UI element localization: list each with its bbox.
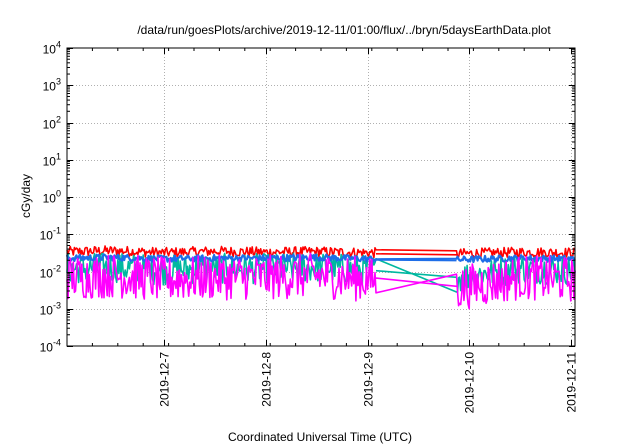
y-tick-label: 104	[43, 40, 61, 57]
x-tick-label: 2019-12-10	[463, 352, 477, 414]
y-tick-label: 10-3	[40, 301, 61, 318]
y-tick-label: 10-2	[40, 264, 61, 281]
x-axis-label: Coordinated Universal Time (UTC)	[228, 430, 412, 444]
y-ticks: 104 103 102 101 100 10-1 10-2 10-3 10-4	[40, 40, 575, 355]
y-tick-label: 10-1	[40, 226, 61, 243]
y-tick-label: 102	[43, 115, 61, 132]
chart-title: /data/run/goesPlots/archive/2019-12-11/0…	[137, 23, 551, 37]
y-tick-label: 100	[43, 189, 61, 206]
plot-frame	[66, 47, 576, 347]
x-tick-label: 2019-12-7	[158, 352, 172, 407]
x-tick-label: 2019-12-11	[565, 352, 579, 413]
y-axis-label: cGy/day	[19, 174, 33, 218]
y-tick-label: 10-4	[40, 338, 61, 355]
x-tick-label: 2019-12-9	[362, 352, 376, 407]
y-tick-label: 103	[43, 77, 61, 94]
x-ticks: 2019-12-7 2019-12-8 2019-12-9 2019-12-10 201…	[66, 48, 579, 414]
series-line-1	[66, 245, 576, 260]
series-layer	[65, 245, 576, 310]
y-tick-label: 101	[43, 152, 61, 169]
x-tick-label: 2019-12-8	[260, 352, 274, 407]
grid	[67, 48, 575, 346]
series-line-4	[66, 252, 576, 310]
